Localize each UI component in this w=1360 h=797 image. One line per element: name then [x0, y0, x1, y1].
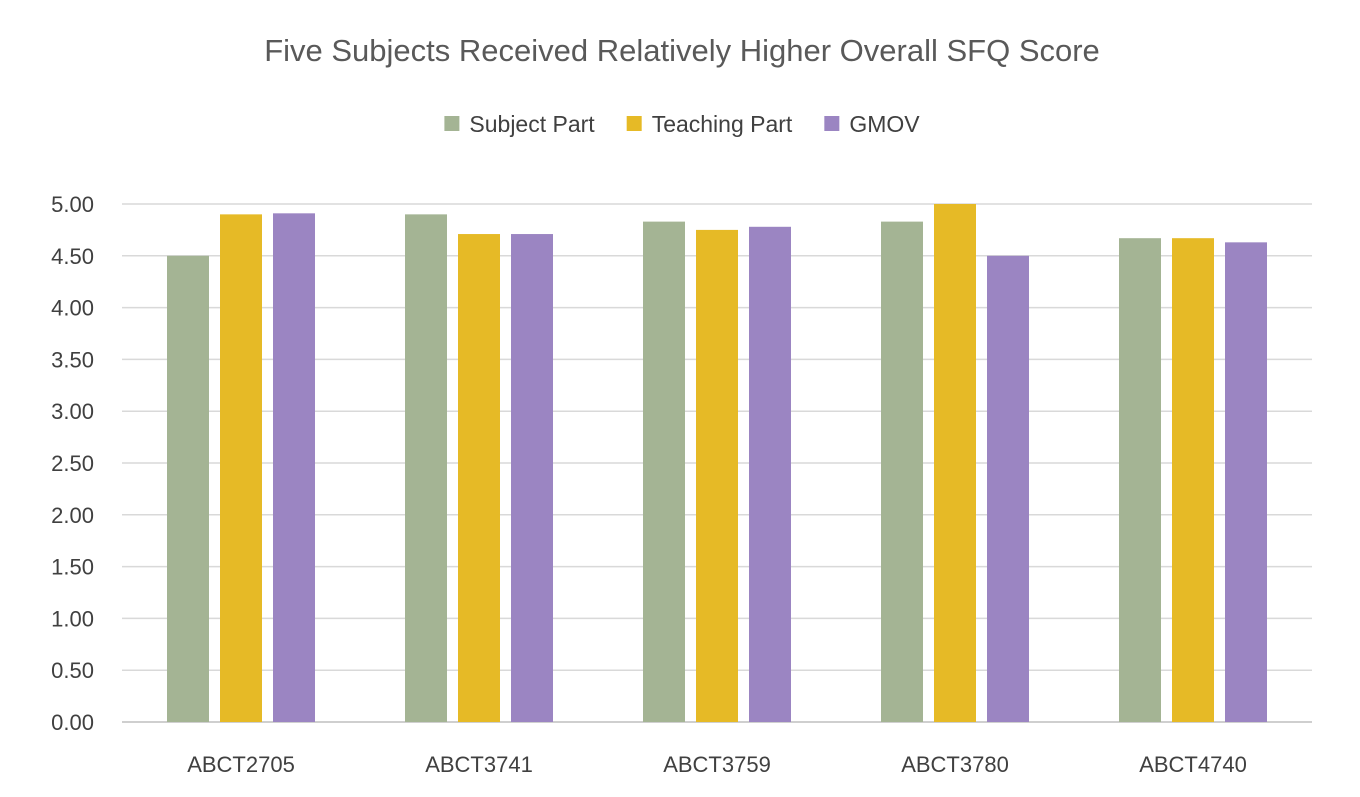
legend-swatch	[824, 116, 840, 131]
bar-gmov-abct3759	[749, 226, 791, 723]
bar-subject-part-abct2705	[167, 255, 209, 723]
x-category-label: ABCT3741	[425, 752, 533, 777]
bar-teaching-part-abct4740	[1172, 238, 1214, 723]
bar-teaching-part-abct2705	[220, 214, 262, 723]
x-category-label: ABCT3780	[901, 752, 1009, 777]
legend-swatch	[626, 116, 642, 131]
y-tick-label: 1.50	[51, 555, 94, 580]
x-category-label: ABCT2705	[187, 752, 295, 777]
bar-subject-part-abct4740	[1119, 238, 1161, 723]
y-tick-label: 5.00	[51, 192, 94, 217]
bar-teaching-part-abct3759	[696, 229, 738, 722]
x-category-label: ABCT3759	[663, 752, 771, 777]
y-tick-label: 4.00	[51, 296, 94, 321]
y-tick-label: 4.50	[51, 244, 94, 269]
legend-swatch	[444, 116, 460, 131]
legend-item: Teaching Part	[626, 111, 793, 137]
bar-gmov-abct2705	[273, 213, 315, 722]
legend-item: Subject Part	[444, 111, 595, 137]
y-tick-label: 2.50	[51, 451, 94, 476]
legend-label: GMOV	[849, 111, 920, 137]
bar-subject-part-abct3780	[881, 221, 923, 722]
legend: Subject Part Teaching Part GMOV	[444, 111, 920, 137]
legend-label: Subject Part	[469, 111, 595, 137]
y-tick-label: 3.00	[51, 399, 94, 424]
legend-item: GMOV	[824, 111, 920, 137]
bar-subject-part-abct3741	[405, 214, 447, 723]
y-tick-label: 1.00	[51, 606, 94, 631]
y-axis-ticks: 0.00 0.50 1.00 1.50 2.00 2.50 3.00 3.50 4.00 4.50…	[51, 192, 94, 735]
bar-gmov-abct4740	[1225, 242, 1267, 722]
x-category-label: ABCT4740	[1139, 752, 1247, 777]
y-tick-label: 0.50	[51, 658, 94, 683]
x-axis-categories: ABCT2705 ABCT3741 ABCT3759 ABCT3780 ABCT4740	[187, 752, 1247, 777]
y-tick-label: 3.50	[51, 347, 94, 372]
bars	[167, 204, 1267, 723]
bar-gmov-abct3741	[511, 234, 553, 722]
y-tick-label: 0.00	[51, 710, 94, 735]
bar-subject-part-abct3759	[643, 221, 685, 722]
legend-label: Teaching Part	[652, 111, 793, 137]
y-tick-label: 2.00	[51, 503, 94, 528]
chart-title: Five Subjects Received Relatively Higher…	[264, 33, 1100, 68]
bar-gmov-abct3780	[987, 255, 1029, 723]
bar-teaching-part-abct3780	[934, 204, 976, 722]
bar-teaching-part-abct3741	[458, 234, 500, 722]
